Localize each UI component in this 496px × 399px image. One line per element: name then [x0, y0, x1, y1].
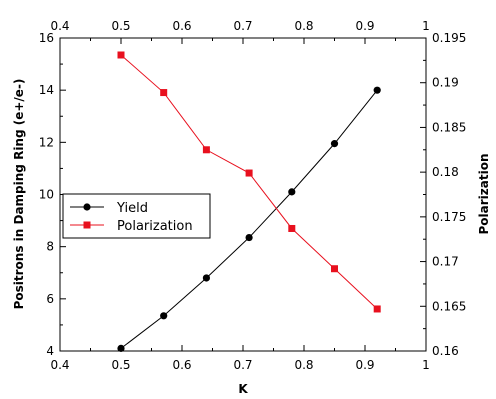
- x-tick-label-top: 0.4: [50, 19, 69, 33]
- x-tick-label: 0.4: [50, 358, 69, 372]
- data-point-polarization: [202, 146, 210, 154]
- series-layer: [117, 51, 381, 352]
- data-point-yield: [245, 233, 253, 242]
- y-left-tick-label: 10: [39, 188, 54, 202]
- data-point-yield: [160, 312, 168, 320]
- data-point-yield: [330, 140, 339, 148]
- x-tick-label: 0.5: [111, 358, 130, 372]
- legend-marker-polarization: [83, 221, 91, 229]
- y-left-tick-label: 8: [46, 240, 54, 254]
- y-left-tick-label: 12: [39, 135, 54, 149]
- x-tick-label-top: 0.9: [355, 19, 374, 33]
- y-left-tick-label: 16: [39, 31, 54, 45]
- y-right-tick-label: 0.18: [432, 165, 459, 179]
- y-right-tick-label: 0.175: [432, 210, 466, 224]
- legend-marker-yield: [83, 203, 91, 211]
- legend-box: [62, 193, 211, 239]
- series-line-polarization: [120, 54, 378, 310]
- y-left-tick-label: 14: [39, 83, 54, 97]
- data-point-polarization: [373, 305, 381, 313]
- y-axis-right-title: Polarization: [477, 154, 491, 235]
- x-axis-title: K: [238, 382, 248, 396]
- x-tick-label: 1: [422, 358, 430, 372]
- data-point-polarization: [288, 224, 296, 232]
- x-tick-label: 0.9: [355, 358, 374, 372]
- y-left-tick-label: 4: [46, 344, 54, 358]
- x-tick-label: 0.8: [294, 358, 313, 372]
- x-tick-label: 0.6: [172, 358, 191, 372]
- x-tick-label: 0.7: [233, 358, 252, 372]
- x-tick-label-top: 0.8: [294, 19, 313, 33]
- y-right-tick-label: 0.165: [432, 299, 466, 313]
- data-point-yield: [117, 344, 125, 352]
- data-point-yield: [202, 274, 210, 282]
- y-right-tick-label: 0.19: [432, 76, 459, 90]
- y-right-tick-label: 0.17: [432, 255, 459, 269]
- y-right-tick-label: 0.185: [432, 120, 466, 134]
- axis-ticks: 0.40.40.50.50.60.60.70.70.80.80.90.91146…: [39, 19, 467, 372]
- data-point-polarization: [117, 51, 125, 59]
- y-right-tick-label: 0.16: [432, 344, 459, 358]
- legend: Yield Polarization: [62, 193, 211, 239]
- data-point-yield: [288, 188, 296, 196]
- legend-label-yield: Yield: [116, 201, 148, 216]
- y-left-tick-label: 6: [46, 292, 54, 306]
- y-right-tick-label: 0.195: [432, 31, 466, 45]
- x-tick-label-top: 1: [422, 19, 430, 33]
- data-point-polarization: [160, 89, 168, 97]
- x-tick-label-top: 0.5: [111, 19, 130, 33]
- legend-label-polarization: Polarization: [117, 219, 193, 234]
- x-tick-label-top: 0.6: [172, 19, 191, 33]
- data-point-yield: [373, 86, 381, 94]
- y-axis-left-title: Positrons in Damping Ring (e+/e-): [12, 79, 26, 310]
- data-point-polarization: [331, 265, 338, 273]
- x-tick-label-top: 0.7: [233, 19, 252, 33]
- data-point-polarization: [245, 169, 253, 177]
